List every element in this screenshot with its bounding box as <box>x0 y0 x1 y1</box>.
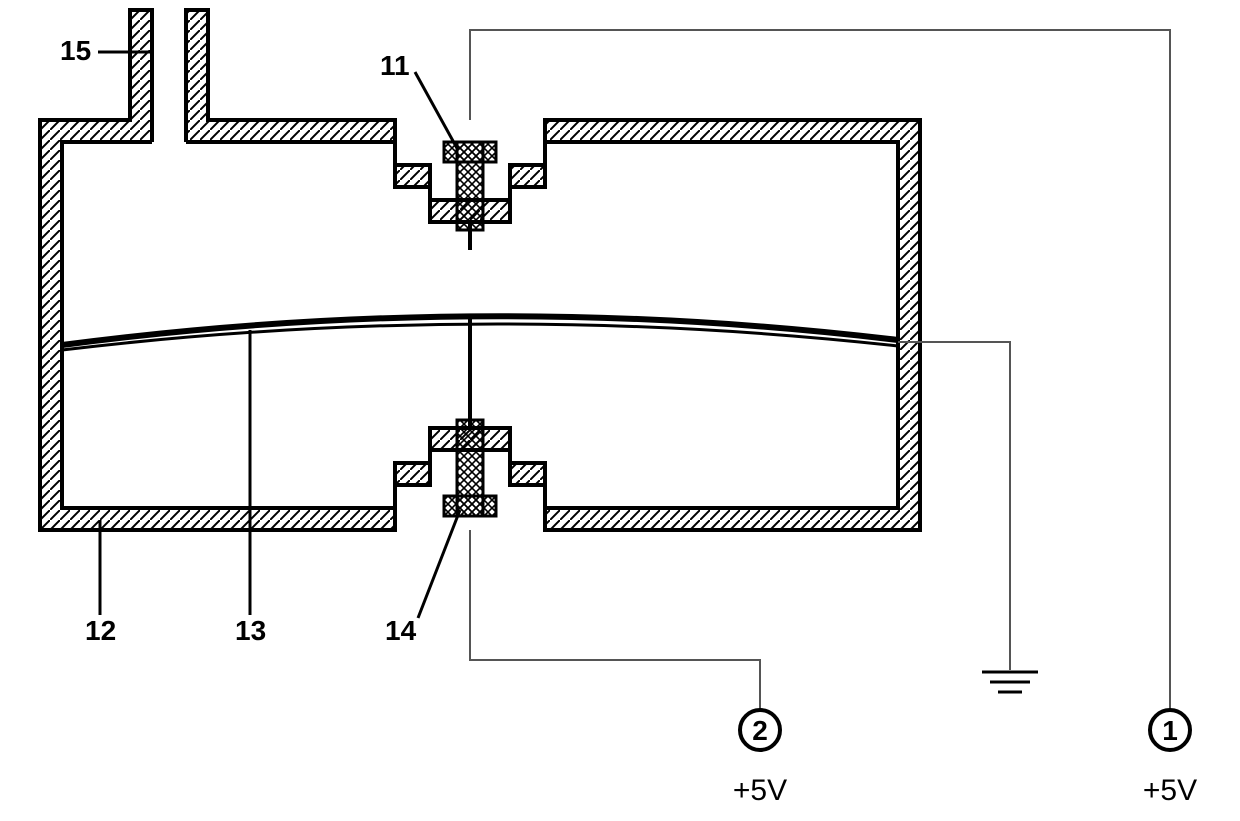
ground-symbol <box>982 672 1038 692</box>
sensor-bottom-14 <box>444 318 496 516</box>
sensor-top-11 <box>444 142 496 250</box>
ref-12-label: 12 <box>85 615 116 646</box>
voltage-label-2: +5V <box>733 774 787 807</box>
terminal-2: 2 <box>740 710 780 750</box>
ref-13-label: 13 <box>235 615 266 646</box>
ref-14-label: 14 <box>385 615 417 646</box>
ref-15-label: 15 <box>60 35 91 66</box>
terminal-1-number: 1 <box>1162 715 1178 746</box>
ref-11-label: 11 <box>380 50 410 81</box>
inlet-tube-15 <box>152 10 186 144</box>
schematic-diagram: 1 2 +5V +5V 15 11 12 13 14 <box>0 0 1240 821</box>
terminal-1: 1 <box>1150 710 1190 750</box>
diaphragm-13 <box>62 316 898 350</box>
voltage-label-1: +5V <box>1143 774 1197 807</box>
terminal-2-number: 2 <box>752 715 768 746</box>
